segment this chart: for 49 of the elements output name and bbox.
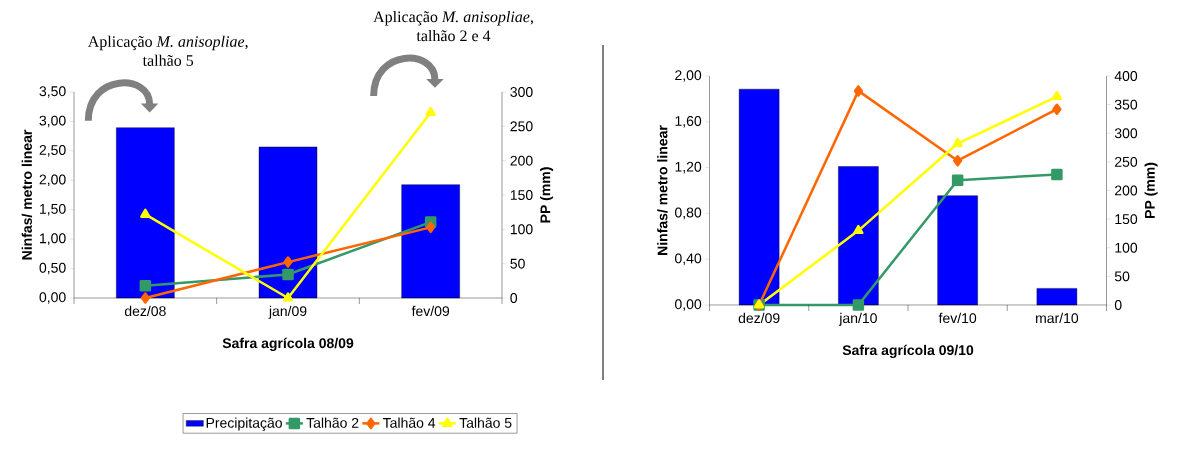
y-tick-label: 0,00 xyxy=(39,292,66,304)
y-axis-title: Ninfas/ metro linear xyxy=(657,125,668,255)
y2-axis-title: PP (mm) xyxy=(540,167,554,223)
y2-tick-label: 350 xyxy=(1114,99,1138,110)
y2-tick-label: 0 xyxy=(1114,300,1122,310)
x-axis-title: Safra agrícola 08/09 xyxy=(222,337,354,351)
y-tick-label: 1,50 xyxy=(40,203,66,216)
y-tick-label: 2,50 xyxy=(39,145,66,157)
y2-tick-label: 50 xyxy=(1114,271,1130,282)
legend-label: Talhão 4 xyxy=(382,417,436,428)
legend-label: Talhão 5 xyxy=(459,417,512,428)
y-tick-label: 3,50 xyxy=(39,86,66,98)
y2-axis-title: PP (mm) xyxy=(1144,162,1158,218)
text: Aplicação M. anisopliae, talhão 5 xyxy=(87,35,248,66)
y-tick-label: 0,80 xyxy=(675,207,702,220)
x-axis-title: Safra agrícola 09/10 xyxy=(842,344,974,358)
y-tick-label: 1,60 xyxy=(675,116,702,128)
text: Aplicação M. anisopliae, talhão 2 e 4 xyxy=(373,10,533,42)
y2-tick-label: 400 xyxy=(1114,71,1138,81)
y-axis-title: Ninfas/ metro linear xyxy=(21,129,33,260)
x-tick-label: dez/09 xyxy=(738,312,780,324)
y2-tick-label: 300 xyxy=(510,87,533,97)
y2-tick-label: 100 xyxy=(510,224,533,235)
y2-tick-label: 100 xyxy=(1115,242,1138,253)
y2-tick-label: 200 xyxy=(510,155,533,166)
y2-tick-label: 250 xyxy=(510,121,533,132)
x-tick-label: fev/09 xyxy=(411,305,450,317)
x-tick-label: jan/10 xyxy=(838,312,877,326)
x-tick-label: mar/10 xyxy=(1036,312,1079,324)
legend-label: Talhão 2 xyxy=(306,417,359,428)
y-tick-label: 0,00 xyxy=(675,299,702,311)
y-tick-label: 2,00 xyxy=(675,70,702,82)
y-tick-label: 2,00 xyxy=(39,174,66,187)
y2-tick-label: 50 xyxy=(510,258,525,269)
y2-tick-label: 300 xyxy=(1114,128,1138,139)
y-tick-label: 3,00 xyxy=(39,115,66,128)
y2-tick-label: 0 xyxy=(510,293,518,303)
legend-label: Precipitação xyxy=(206,417,282,431)
x-tick-label: dez/08 xyxy=(124,305,166,317)
x-tick-label: jan/09 xyxy=(268,305,307,319)
y-tick-label: 0,50 xyxy=(39,262,66,275)
y-tick-label: 1,20 xyxy=(675,161,702,174)
y-tick-label: 0,40 xyxy=(675,253,702,265)
x-tick-label: fev/10 xyxy=(938,312,977,324)
y2-tick-label: 150 xyxy=(510,190,533,200)
y2-tick-label: 200 xyxy=(1115,185,1138,196)
y2-tick-label: 150 xyxy=(1115,214,1138,225)
y-tick-label: 1,00 xyxy=(40,233,66,245)
y2-tick-label: 250 xyxy=(1115,156,1138,167)
